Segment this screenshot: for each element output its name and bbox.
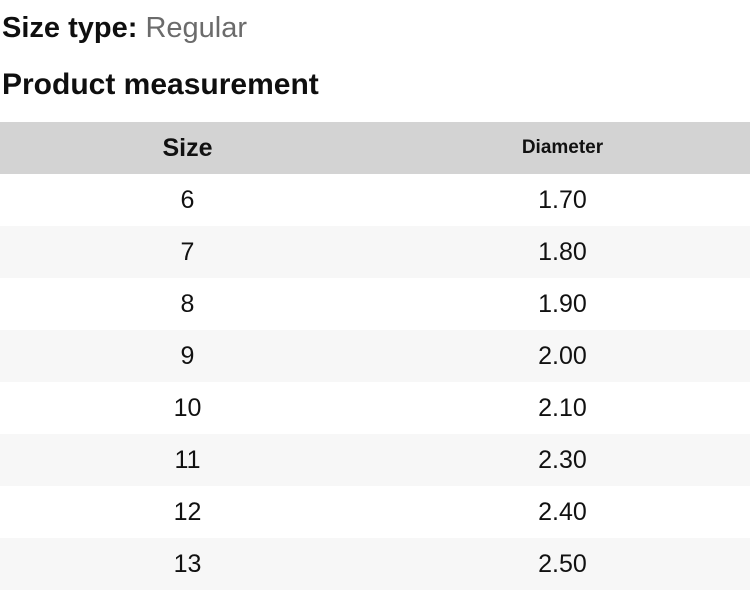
measurement-table: Size Diameter 6 1.70 7 1.80 8 1.90 9 2.00 10 2.10… — [0, 122, 750, 590]
cell-diameter: 2.00 — [538, 341, 587, 370]
cell-size: 12 — [173, 497, 202, 526]
table-row: 8 1.90 — [0, 278, 750, 330]
cell-size: 6 — [180, 185, 195, 214]
size-type-line: Size type: Regular — [2, 12, 750, 44]
table-row: 7 1.80 — [0, 226, 750, 278]
cell-diameter: 1.70 — [538, 185, 587, 214]
table-row: 9 2.00 — [0, 330, 750, 382]
table-row: 11 2.30 — [0, 434, 750, 486]
cell-size: 9 — [180, 341, 195, 370]
cell-size: 11 — [174, 445, 201, 474]
measurement-table-body: 6 1.70 7 1.80 8 1.90 9 2.00 10 2.10 11 2.30 12 2.40 13… — [0, 174, 750, 590]
size-type-value: Regular — [145, 12, 247, 44]
column-header-diameter: Diameter — [521, 137, 604, 158]
measurement-table-header: Size Diameter — [0, 122, 750, 174]
cell-size: 8 — [180, 289, 195, 318]
header-row: Size Diameter — [0, 122, 750, 174]
table-row: 13 2.50 — [0, 538, 750, 590]
table-row: 10 2.10 — [0, 382, 750, 434]
cell-size: 13 — [173, 549, 202, 578]
table-row: 6 1.70 — [0, 174, 750, 226]
size-type-label: Size type: — [2, 12, 138, 44]
cell-diameter: 2.40 — [538, 497, 587, 526]
cell-diameter: 1.90 — [538, 289, 587, 318]
cell-size: 10 — [173, 393, 202, 422]
column-header-size: Size — [162, 133, 213, 162]
cell-diameter: 2.10 — [538, 393, 587, 422]
cell-size: 7 — [180, 237, 195, 266]
cell-diameter: 2.50 — [538, 549, 587, 578]
cell-diameter: 1.80 — [538, 237, 587, 266]
cell-diameter: 2.30 — [538, 445, 587, 474]
section-title: Product measurement — [2, 68, 319, 101]
table-row: 12 2.40 — [0, 486, 750, 538]
